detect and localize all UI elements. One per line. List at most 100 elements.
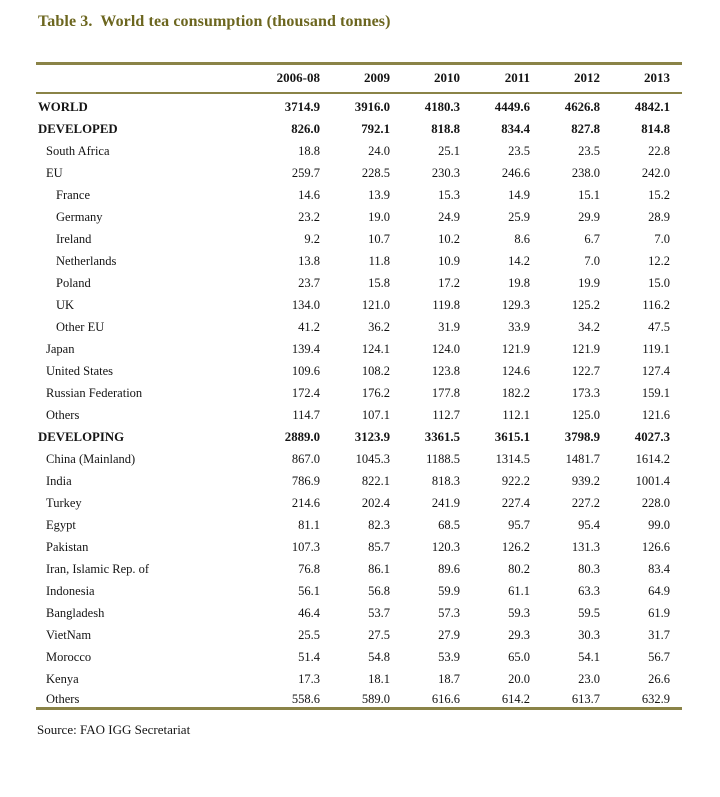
value-cell: 241.9	[431, 495, 460, 510]
value-cell: 29.3	[508, 627, 530, 642]
value-cell: 632.9	[641, 692, 670, 706]
value-cell: 17.2	[438, 275, 460, 290]
value-cell: 259.7	[291, 165, 320, 180]
value-cell: 129.3	[501, 297, 530, 312]
value-cell: 6.7	[584, 231, 600, 246]
table-row: Bangladesh 46.4 53.7 57.3 59.3 59.5 61.9	[36, 599, 682, 621]
row-label: Pakistan	[46, 539, 89, 554]
value-cell: 4180.3	[424, 99, 460, 114]
value-cell: 159.1	[641, 385, 670, 400]
value-cell: 613.7	[571, 692, 600, 706]
value-cell: 24.0	[368, 143, 390, 158]
value-cell: 63.3	[578, 583, 600, 598]
row-label: China (Mainland)	[46, 451, 136, 466]
value-cell: 30.3	[578, 627, 600, 642]
value-cell: 7.0	[654, 231, 670, 246]
value-cell: 173.3	[571, 385, 600, 400]
value-cell: 116.2	[642, 297, 670, 312]
table-row: DEVELOPED 826.0 792.1 818.8 834.4 827.8 814.8	[36, 115, 682, 137]
table-row: Russian Federation 172.4 176.2 177.8 182.2 17…	[36, 379, 682, 401]
value-cell: 56.7	[648, 649, 670, 664]
value-cell: 786.9	[291, 473, 320, 488]
value-cell: 25.5	[298, 627, 320, 642]
row-label: UK	[56, 297, 75, 312]
row-label: Netherlands	[56, 253, 117, 268]
year-column-header: 2009	[320, 62, 390, 94]
value-cell: 126.6	[641, 539, 670, 554]
value-cell: 792.1	[361, 121, 390, 136]
row-label: Others	[46, 407, 80, 422]
value-cell: 1481.7	[565, 451, 600, 466]
value-cell: 56.8	[368, 583, 390, 598]
row-label: South Africa	[46, 143, 110, 158]
year-column-header: 2006-08	[250, 62, 320, 94]
row-label: India	[46, 473, 72, 488]
value-cell: 3714.9	[284, 99, 320, 114]
value-cell: 15.8	[368, 275, 390, 290]
value-cell: 246.6	[501, 165, 530, 180]
value-cell: 177.8	[431, 385, 460, 400]
value-cell: 53.9	[438, 649, 460, 664]
table-row: Pakistan 107.3 85.7 120.3 126.2 131.3 126.6	[36, 533, 682, 555]
value-cell: 33.9	[508, 319, 530, 334]
value-cell: 3916.0	[354, 99, 390, 114]
row-label: Turkey	[46, 495, 82, 510]
value-cell: 27.5	[368, 627, 390, 642]
value-cell: 14.6	[298, 187, 320, 202]
value-cell: 242.0	[641, 165, 670, 180]
value-cell: 10.2	[438, 231, 460, 246]
row-label: Other EU	[56, 319, 105, 334]
value-cell: 616.6	[431, 692, 460, 706]
value-cell: 31.7	[648, 627, 670, 642]
value-cell: 76.8	[298, 561, 320, 576]
value-cell: 10.9	[438, 253, 460, 268]
row-label: Japan	[46, 341, 75, 356]
value-cell: 54.8	[368, 649, 390, 664]
value-cell: 18.7	[438, 671, 460, 686]
value-cell: 112.7	[432, 407, 460, 422]
table-row: EU 259.7 228.5 230.3 246.6 238.0 242.0	[36, 159, 682, 181]
value-cell: 59.9	[438, 583, 460, 598]
value-cell: 13.9	[368, 187, 390, 202]
table-row: Other EU 41.2 36.2 31.9 33.9 34.2 47.5	[36, 313, 682, 335]
value-cell: 867.0	[291, 451, 320, 466]
row-label: United States	[46, 363, 114, 378]
value-cell: 822.1	[361, 473, 390, 488]
value-cell: 89.6	[438, 561, 460, 576]
value-cell: 82.3	[368, 517, 390, 532]
source-note: Source: FAO IGG Secretariat	[37, 722, 191, 737]
table-row: Indonesia 56.1 56.8 59.9 61.1 63.3 64.9	[36, 577, 682, 599]
value-cell: 4626.8	[564, 99, 600, 114]
value-cell: 57.3	[438, 605, 460, 620]
value-cell: 4449.6	[494, 99, 530, 114]
value-cell: 7.0	[584, 253, 600, 268]
value-cell: 112.1	[502, 407, 530, 422]
value-cell: 558.6	[291, 692, 320, 706]
value-cell: 4842.1	[634, 99, 670, 114]
value-cell: 19.8	[508, 275, 530, 290]
value-cell: 124.0	[431, 341, 460, 356]
table-row: WORLD 3714.9 3916.0 4180.3 4449.6 4626.8 4842.…	[36, 93, 682, 115]
value-cell: 131.3	[571, 539, 600, 554]
value-cell: 126.2	[501, 539, 530, 554]
value-cell: 51.4	[298, 649, 320, 664]
value-cell: 11.8	[368, 253, 390, 268]
value-cell: 125.2	[571, 297, 600, 312]
year-column-header: 2012	[530, 62, 600, 94]
table-row: DEVELOPING 2889.0 3123.9 3361.5 3615.1 3798.9…	[36, 423, 682, 445]
value-cell: 14.9	[508, 187, 530, 202]
value-cell: 25.1	[438, 143, 460, 158]
table-row: Germany 23.2 19.0 24.9 25.9 29.9 28.9	[36, 203, 682, 225]
value-cell: 134.0	[291, 297, 320, 312]
value-cell: 122.7	[571, 363, 600, 378]
value-cell: 95.7	[508, 517, 530, 532]
value-cell: 107.3	[291, 539, 320, 554]
value-cell: 3798.9	[564, 429, 600, 444]
value-cell: 31.9	[438, 319, 460, 334]
value-cell: 1188.5	[426, 451, 460, 466]
table-row: Ireland 9.2 10.7 10.2 8.6 6.7 7.0	[36, 225, 682, 247]
value-cell: 124.6	[501, 363, 530, 378]
value-cell: 238.0	[571, 165, 600, 180]
row-label: Germany	[56, 209, 103, 224]
